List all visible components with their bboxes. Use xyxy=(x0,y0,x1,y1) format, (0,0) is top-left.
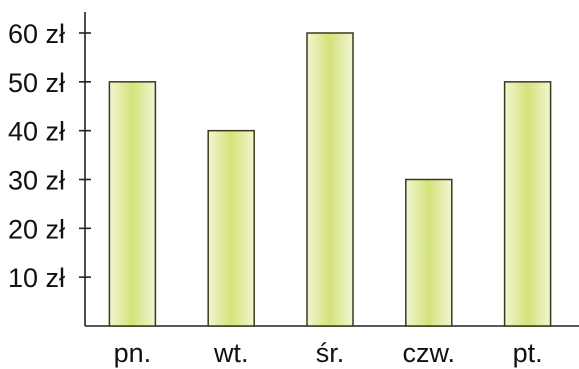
y-tick-label: 50 zł xyxy=(8,68,65,98)
x-tick-label: pt. xyxy=(513,338,543,368)
bar xyxy=(108,81,157,327)
y-tick-label: 40 zł xyxy=(8,117,65,147)
bar xyxy=(306,32,354,327)
y-tick-label: 30 zł xyxy=(8,166,65,196)
x-tick-label: śr. xyxy=(316,338,345,368)
x-tick-label: czw. xyxy=(403,338,456,368)
bar xyxy=(503,81,552,327)
x-tick-label: pn. xyxy=(114,338,152,368)
y-tick-label: 20 zł xyxy=(8,214,65,244)
bar xyxy=(207,129,255,327)
x-tick-label: wt. xyxy=(213,338,249,368)
bar xyxy=(405,178,453,327)
y-tick-label: 60 zł xyxy=(8,19,65,49)
x-axis-labels: pn. wt. śr. czw. pt. xyxy=(114,338,543,368)
y-axis-ticks: 10 zł 20 zł 30 zł 40 zł 50 zł 60 zł xyxy=(8,19,91,293)
y-tick-label: 10 zł xyxy=(8,263,65,293)
bars xyxy=(108,32,552,327)
